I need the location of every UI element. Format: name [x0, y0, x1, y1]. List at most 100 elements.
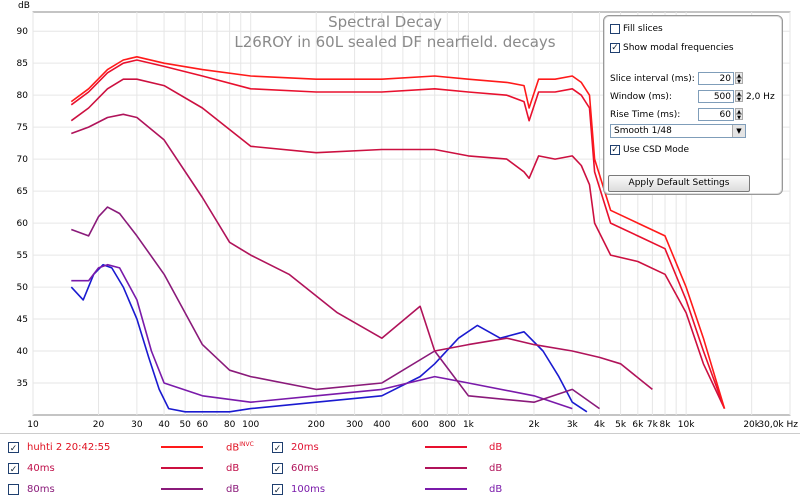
legend-checkbox[interactable]: ✓	[272, 441, 283, 453]
x-tick-label: 4k	[594, 420, 606, 430]
x-tick-label: 50	[179, 420, 191, 430]
slice-interval-input[interactable]: 20	[698, 72, 734, 85]
slice-interval-stepper[interactable]: ▲ ▼	[735, 72, 743, 85]
x-tick-label: 20	[93, 420, 105, 430]
stepper-down-icon[interactable]: ▼	[735, 114, 743, 121]
legend-unit: dB	[226, 484, 239, 495]
y-axis-label: dB	[18, 1, 30, 11]
x-tick-label: 800	[439, 420, 456, 430]
stepper-up-icon[interactable]: ▲	[735, 72, 743, 79]
stepper-down-icon[interactable]: ▼	[735, 78, 743, 85]
legend-unit-sup: INVC	[239, 440, 254, 448]
apply-default-settings-button[interactable]: Apply Default Settings	[608, 175, 750, 192]
x-tick-label: 40	[158, 420, 170, 430]
x-tick-label: 400	[373, 420, 390, 430]
legend-checkbox[interactable]: ✓	[272, 462, 283, 474]
y-tick-label: 65	[17, 187, 28, 197]
show-modal-label: Show modal frequencies	[623, 43, 734, 53]
legend-unit: dB	[226, 463, 239, 474]
slice-interval-label: Slice interval (ms):	[610, 73, 695, 84]
series-line-4	[71, 206, 600, 410]
x-tick-label: 100	[242, 420, 259, 430]
smoothing-select[interactable]: Smooth 1/48 ▼	[610, 124, 746, 138]
legend-name: 20ms	[291, 441, 319, 453]
x-tick-label: 60	[197, 420, 209, 430]
legend-checkbox[interactable]: ✓	[8, 441, 19, 453]
legend-checkbox[interactable]: ✓	[272, 483, 283, 495]
stepper-up-icon[interactable]: ▲	[735, 90, 743, 97]
fill-slices-option[interactable]: Fill slices	[610, 24, 663, 34]
series-line-1	[70, 59, 726, 409]
legend-panel: ✓ huhti 2 20:42:55 dBINVC ✓ 20ms dB ✓ 40…	[0, 433, 800, 501]
legend-item-4[interactable]: 80ms dB	[0, 479, 239, 499]
legend-line-swatch	[161, 488, 203, 490]
y-tick-label: 60	[17, 219, 29, 229]
legend-checkbox[interactable]: ✓	[8, 462, 19, 474]
series-line-6	[70, 263, 588, 413]
window-label: Window (ms):	[610, 91, 672, 102]
legend-unit-text: dB	[226, 483, 240, 495]
x-tick-label: 10k	[678, 420, 695, 430]
rise-time-label: Rise Time (ms):	[610, 109, 681, 120]
x-tick-label: 200	[308, 420, 325, 430]
series-line-0	[70, 55, 726, 409]
window-row: Window (ms): 500 ▲ ▼ 2,0 Hz	[610, 90, 775, 103]
legend-line-swatch	[161, 467, 203, 469]
legend-unit-text: dB	[489, 483, 503, 495]
legend-unit: dB	[489, 442, 502, 453]
legend-item-5[interactable]: ✓ 100ms dB	[264, 479, 502, 499]
rise-time-stepper[interactable]: ▲ ▼	[735, 108, 743, 121]
x-tick-label: 8k	[660, 420, 672, 430]
x-tick-label: 300	[346, 420, 363, 430]
legend-unit: dB	[489, 463, 502, 474]
x-tick-label: 6k	[632, 420, 644, 430]
stepper-up-icon[interactable]: ▲	[735, 108, 743, 115]
legend-unit: dBINVC	[226, 441, 254, 453]
chart-subtitle: L26ROY in 60L sealed DF nearfield. decay…	[234, 33, 555, 51]
y-tick-label: 80	[17, 91, 29, 101]
window-stepper[interactable]: ▲ ▼	[735, 90, 743, 103]
legend-line-swatch	[425, 488, 467, 490]
legend-name: 40ms	[27, 462, 55, 474]
series-line-3	[71, 113, 653, 391]
stepper-down-icon[interactable]: ▼	[735, 96, 743, 103]
use-csd-checkbox[interactable]: ✓	[610, 145, 620, 155]
x-tick-label: 3k	[567, 420, 579, 430]
y-tick-label: 50	[17, 283, 29, 293]
legend-name: 60ms	[291, 462, 319, 474]
fill-slices-checkbox[interactable]	[610, 24, 620, 34]
series-line-2	[70, 78, 726, 409]
legend-item-0[interactable]: ✓ huhti 2 20:42:55 dBINVC	[0, 437, 254, 457]
y-tick-label: 35	[17, 379, 28, 389]
legend-item-1[interactable]: ✓ 20ms dB	[264, 437, 502, 457]
use-csd-option[interactable]: ✓ Use CSD Mode	[610, 145, 689, 155]
series-line-5	[71, 263, 573, 410]
x-tick-label: 30,0k Hz	[758, 420, 798, 430]
legend-line-swatch	[161, 446, 203, 448]
x-tick-label: 7k	[647, 420, 659, 430]
show-modal-option[interactable]: ✓ Show modal frequencies	[610, 43, 734, 53]
chevron-down-icon[interactable]: ▼	[732, 125, 745, 137]
x-tick-label: 10	[27, 420, 39, 430]
y-tick-label: 45	[17, 315, 28, 325]
use-csd-label: Use CSD Mode	[623, 145, 689, 155]
legend-unit-text: dB	[226, 462, 240, 474]
y-tick-label: 55	[17, 251, 28, 261]
legend-item-2[interactable]: ✓ 40ms dB	[0, 458, 239, 478]
settings-panel: Fill slices ✓ Show modal frequencies Sli…	[603, 15, 783, 195]
legend-checkbox[interactable]	[8, 483, 19, 495]
slice-interval-row: Slice interval (ms): 20 ▲ ▼	[610, 72, 743, 85]
legend-unit-text: dB	[489, 441, 503, 453]
legend-name: 100ms	[291, 483, 326, 495]
x-tick-label: 600	[412, 420, 429, 430]
legend-line-swatch	[425, 446, 467, 448]
x-tick-label: 80	[224, 420, 236, 430]
rise-time-input[interactable]: 60	[698, 108, 734, 121]
window-hz-readout: 2,0 Hz	[746, 91, 775, 102]
window-input[interactable]: 500	[698, 90, 734, 103]
legend-item-3[interactable]: ✓ 60ms dB	[264, 458, 502, 478]
x-tick-label: 5k	[615, 420, 627, 430]
show-modal-checkbox[interactable]: ✓	[610, 43, 620, 53]
fill-slices-label: Fill slices	[623, 24, 663, 34]
legend-name: huhti 2 20:42:55	[27, 441, 111, 453]
